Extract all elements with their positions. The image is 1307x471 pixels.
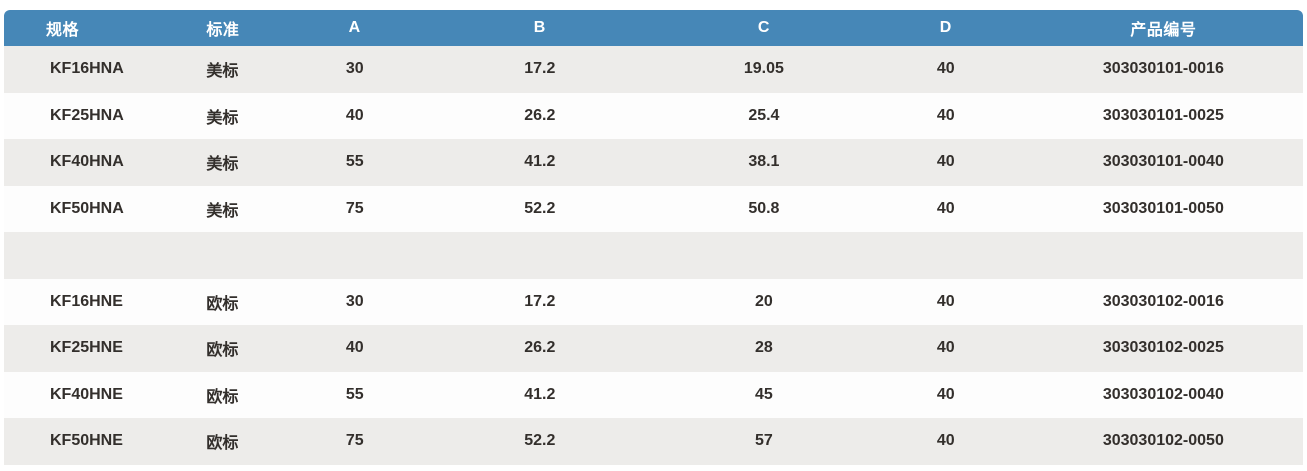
header-dim-c: C	[659, 10, 868, 46]
cell-c: 19.05	[659, 46, 868, 93]
cell-c: 38.1	[659, 139, 868, 186]
table-row: KF50HNE 欧标 75 52.2 57 40 303030102-0050	[4, 418, 1303, 465]
cell-a: 40	[289, 325, 420, 372]
cell-b: 41.2	[419, 371, 660, 418]
cell-b: 52.2	[419, 418, 660, 465]
cell-c: 57	[659, 418, 868, 465]
spacer-cell	[4, 232, 167, 279]
spacer-cell	[419, 232, 660, 279]
cell-code: 303030101-0040	[1023, 139, 1303, 186]
cell-spec: KF50HNE	[4, 418, 167, 465]
header-dim-a: A	[289, 10, 420, 46]
cell-d: 40	[867, 371, 1024, 418]
cell-spec: KF40HNA	[4, 139, 167, 186]
cell-a: 30	[289, 46, 420, 93]
cell-a: 30	[289, 278, 420, 325]
cell-code: 303030102-0050	[1023, 418, 1303, 465]
table-row: KF40HNE 欧标 55 41.2 45 40 303030102-0040	[4, 371, 1303, 418]
spacer-row	[4, 232, 1303, 279]
header-product-code: 产品编号	[1023, 10, 1303, 46]
cell-std: 美标	[166, 92, 290, 139]
table-row: KF50HNA 美标 75 52.2 50.8 40 303030101-0050	[4, 185, 1303, 232]
cell-b: 17.2	[419, 278, 660, 325]
cell-code: 303030101-0016	[1023, 46, 1303, 93]
cell-d: 40	[867, 185, 1024, 232]
cell-code: 303030101-0025	[1023, 92, 1303, 139]
table-row: KF16HNE 欧标 30 17.2 20 40 303030102-0016	[4, 278, 1303, 325]
spacer-cell	[867, 232, 1024, 279]
cell-b: 52.2	[419, 185, 660, 232]
table-row: KF25HNA 美标 40 26.2 25.4 40 303030101-0025	[4, 92, 1303, 139]
cell-std: 欧标	[166, 418, 290, 465]
cell-b: 41.2	[419, 139, 660, 186]
cell-d: 40	[867, 278, 1024, 325]
table-row: KF16HNA 美标 30 17.2 19.05 40 303030101-0016	[4, 46, 1303, 93]
cell-std: 美标	[166, 185, 290, 232]
cell-a: 55	[289, 371, 420, 418]
cell-d: 40	[867, 418, 1024, 465]
header-standard: 标准	[166, 10, 290, 46]
header-row: 规格 标准 A B C D 产品编号	[4, 10, 1303, 46]
cell-std: 欧标	[166, 325, 290, 372]
cell-std: 欧标	[166, 371, 290, 418]
cell-a: 40	[289, 92, 420, 139]
cell-d: 40	[867, 139, 1024, 186]
cell-code: 303030102-0016	[1023, 278, 1303, 325]
cell-spec: KF16HNA	[4, 46, 167, 93]
cell-a: 75	[289, 418, 420, 465]
cell-std: 美标	[166, 46, 290, 93]
header-dim-b: B	[419, 10, 660, 46]
cell-a: 75	[289, 185, 420, 232]
cell-std: 欧标	[166, 278, 290, 325]
cell-b: 17.2	[419, 46, 660, 93]
spacer-cell	[1023, 232, 1303, 279]
cell-std: 美标	[166, 139, 290, 186]
cell-c: 28	[659, 325, 868, 372]
header-spec: 规格	[4, 10, 167, 46]
cell-d: 40	[867, 46, 1024, 93]
cell-code: 303030101-0050	[1023, 185, 1303, 232]
cell-spec: KF50HNA	[4, 185, 167, 232]
cell-b: 26.2	[419, 92, 660, 139]
cell-spec: KF25HNE	[4, 325, 167, 372]
cell-c: 25.4	[659, 92, 868, 139]
cell-spec: KF16HNE	[4, 278, 167, 325]
cell-b: 26.2	[419, 325, 660, 372]
cell-code: 303030102-0040	[1023, 371, 1303, 418]
header-dim-d: D	[867, 10, 1024, 46]
cell-code: 303030102-0025	[1023, 325, 1303, 372]
cell-spec: KF25HNA	[4, 92, 167, 139]
cell-d: 40	[867, 325, 1024, 372]
spacer-cell	[166, 232, 290, 279]
cell-c: 45	[659, 371, 868, 418]
cell-spec: KF40HNE	[4, 371, 167, 418]
cell-c: 50.8	[659, 185, 868, 232]
table-row: KF25HNE 欧标 40 26.2 28 40 303030102-0025	[4, 325, 1303, 372]
table-row: KF40HNA 美标 55 41.2 38.1 40 303030101-0040	[4, 139, 1303, 186]
cell-a: 55	[289, 139, 420, 186]
cell-c: 20	[659, 278, 868, 325]
spacer-cell	[659, 232, 868, 279]
product-spec-table: 规格 标准 A B C D 产品编号 KF16HNA 美标 30 17.2 19.05 4…	[4, 10, 1303, 465]
cell-d: 40	[867, 92, 1024, 139]
spacer-cell	[289, 232, 420, 279]
